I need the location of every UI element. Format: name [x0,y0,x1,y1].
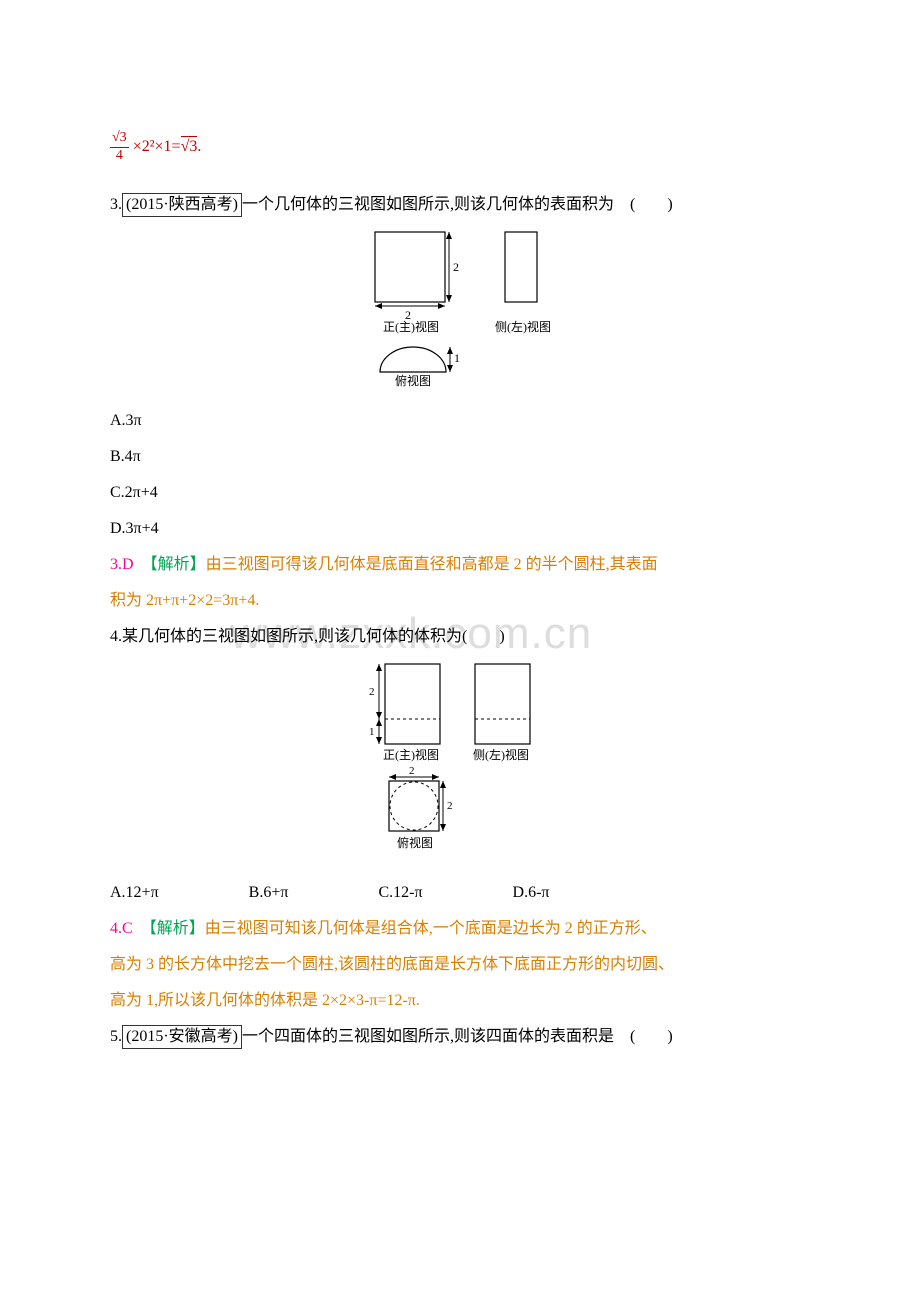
svg-text:俯视图: 俯视图 [395,373,431,387]
q3-answer-line1: 3.D 【解析】由三视图可得该几何体是底面直径和高都是 2 的半个圆柱,其表面 [110,549,820,581]
page-content: √3 4 ×2²×1=√3. 3.(2015·陕西高考)一个几何体的三视图如图所… [110,130,820,1053]
q3-stem: 3.(2015·陕西高考)一个几何体的三视图如图所示,则该几何体的表面积为 ( … [110,189,820,221]
svg-text:2: 2 [447,800,453,812]
q3-opt-d: D.3π+4 [110,513,820,545]
formula-period: . [197,138,201,155]
svg-text:侧(左)视图: 侧(左)视图 [495,319,551,334]
q3-ans-tag: 【解析】 [150,556,206,573]
q4-ans-tag: 【解析】 [149,920,205,937]
q3-svg: 2 2 正(主)视图 侧(左)视图 1 俯视图 [345,227,585,387]
svg-text:正(主)视图: 正(主)视图 [383,319,439,334]
q4-figure: 2 1 正(主)视图 侧(左)视图 2 2 俯视图 [110,659,820,871]
q4-opt-d: D.6-π [513,877,550,909]
q4-ans-text1: 由三视图可知该几何体是组合体,一个底面是边长为 2 的正方形、 [205,920,657,937]
q4-answer-line3: 高为 1,所以该几何体的体积是 2×2×3-π=12-π. [110,985,820,1017]
svg-text:俯视图: 俯视图 [397,835,433,850]
q5-source-tag: (2015·安徽高考) [122,1025,242,1050]
frac-denominator: 4 [110,148,129,165]
q3-text: 一个几何体的三视图如图所示,则该几何体的表面积为 [242,196,614,213]
svg-text:2: 2 [453,260,459,274]
q3-source-tag: (2015·陕西高考) [122,193,242,218]
svg-text:1: 1 [454,351,460,365]
q4-answer-line1: 4.C 【解析】由三视图可知该几何体是组合体,一个底面是边长为 2 的正方形、 [110,913,820,945]
formula-continuation: √3 4 ×2²×1=√3. [110,130,820,165]
frac-numerator: √3 [110,130,129,148]
q5-paren: ( ) [630,1028,673,1045]
q3-number: 3. [110,196,122,213]
q5-number: 5. [110,1028,122,1045]
formula-mid: ×2²×1= [129,138,181,155]
q4-answer-line2: 高为 3 的长方体中挖去一个圆柱,该圆柱的底面是长方体下底面正方形的内切圆、 [110,949,820,981]
svg-text:正(主)视图: 正(主)视图 [383,747,439,762]
q4-ans-label: 4.C [110,920,149,937]
q3-paren: ( ) [630,196,673,213]
q3-figure: 2 2 正(主)视图 侧(左)视图 1 俯视图 [110,227,820,399]
q4-stem: 4.某几何体的三视图如图所示,则该几何体的体积为( ) [110,621,820,653]
svg-text:侧(左)视图: 侧(左)视图 [473,747,529,762]
q3-answer-line2: 积为 2π+π+2×2=3π+4. [110,585,820,617]
q4-opt-a: A.12+π [110,877,159,909]
q5-text: 一个四面体的三视图如图所示,则该四面体的表面积是 [242,1028,614,1045]
q4-text: 某几何体的三视图如图所示,则该几何体的体积为( ) [122,628,505,645]
q3-ans-label: 3.D [110,556,150,573]
q4-options: A.12+π B.6+π C.12-π D.6-π [110,877,820,909]
q3-ans-text1: 由三视图可得该几何体是底面直径和高都是 2 的半个圆柱,其表面 [206,556,658,573]
q4-number: 4. [110,628,122,645]
svg-text:2: 2 [369,686,375,698]
svg-text:1: 1 [369,726,375,738]
q5-stem: 5.(2015·安徽高考)一个四面体的三视图如图所示,则该四面体的表面积是 ( … [110,1021,820,1053]
q3-opt-c: C.2π+4 [110,477,820,509]
q4-svg: 2 1 正(主)视图 侧(左)视图 2 2 俯视图 [345,659,585,859]
fraction: √3 4 [110,130,129,165]
q3-opt-b: B.4π [110,441,820,473]
q3-opt-a: A.3π [110,405,820,437]
sqrt-result: √3 [181,136,198,155]
svg-text:2: 2 [409,765,415,777]
q4-opt-b: B.6+π [249,877,289,909]
q4-opt-c: C.12-π [378,877,422,909]
